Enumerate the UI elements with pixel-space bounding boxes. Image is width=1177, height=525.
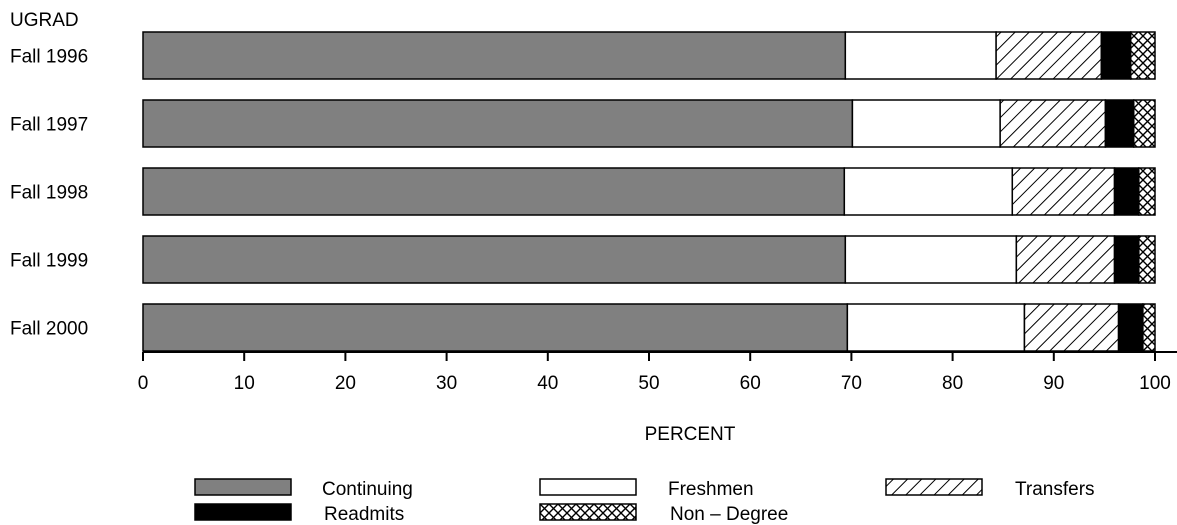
- bar-segment-readmits-fall-1996: [1100, 31, 1132, 80]
- bar-segment-continuing-fall-2000: [142, 303, 849, 352]
- x-tick-label: 0: [138, 373, 149, 394]
- bar-segment-transfers-fall-1999: [1015, 235, 1116, 284]
- category-label: Fall 1996: [10, 47, 88, 68]
- category-label: Fall 2000: [10, 319, 88, 340]
- bar-segment-continuing-fall-1997: [142, 99, 854, 148]
- category-label: Fall 1998: [10, 183, 88, 204]
- bar-segment-transfers-fall-1996: [995, 31, 1103, 80]
- x-tick-label: 40: [537, 373, 558, 394]
- bar-segment-non-degree-fall-2000: [1142, 303, 1156, 352]
- category-labels: Fall 1996 Fall 1997 Fall 1998 Fall 1999 Fall…: [10, 47, 88, 340]
- legend-swatch-non-degree: [539, 503, 637, 521]
- bar-segment-freshmen-fall-1999: [844, 235, 1018, 284]
- bar-segment-continuing-fall-1996: [142, 31, 847, 80]
- bar-segment-continuing-fall-1998: [142, 167, 846, 216]
- bar-segment-continuing-fall-1999: [142, 235, 847, 284]
- legend-swatch-freshmen: [539, 478, 637, 496]
- category-label: Fall 1999: [10, 251, 88, 272]
- x-tick-label: 60: [740, 373, 761, 394]
- bar-segment-readmits-fall-1997: [1104, 99, 1135, 148]
- x-tick-label: 10: [234, 373, 255, 394]
- x-tick-label: 30: [436, 373, 457, 394]
- x-axis-title: PERCENT: [645, 424, 736, 445]
- legend-label-continuing: Continuing: [322, 479, 413, 500]
- bar-segment-transfers-fall-2000: [1023, 303, 1120, 352]
- bar-segment-transfers-fall-1998: [1011, 167, 1116, 216]
- x-tick-label: 100: [1139, 373, 1171, 394]
- bar-segment-freshmen-fall-1996: [844, 31, 997, 80]
- corner-label: UGRAD: [10, 10, 79, 31]
- x-tick-label: 70: [841, 373, 862, 394]
- legend-swatch-transfers: [885, 478, 983, 496]
- legend-label-transfers: Transfers: [1015, 479, 1095, 500]
- bar-segment-non-degree-fall-1996: [1129, 31, 1156, 80]
- legend: Continuing Freshmen Transfers Readmits Non –…: [194, 478, 1095, 525]
- bar-segment-transfers-fall-1997: [999, 99, 1107, 148]
- bars-layer: [142, 31, 1156, 352]
- category-label: Fall 1997: [10, 115, 88, 136]
- legend-swatch-readmits: [194, 503, 292, 521]
- bar-segment-readmits-fall-1999: [1113, 235, 1140, 284]
- x-tick-label: 20: [335, 373, 356, 394]
- legend-label-non-degree: Non – Degree: [670, 504, 788, 525]
- legend-swatch-continuing: [194, 478, 292, 496]
- x-tick-label: 90: [1043, 373, 1064, 394]
- bar-segment-freshmen-fall-1997: [851, 99, 1001, 148]
- x-tick-label: 80: [942, 373, 963, 394]
- bar-segment-readmits-fall-2000: [1117, 303, 1144, 352]
- bar-segment-non-degree-fall-1998: [1138, 167, 1156, 216]
- legend-label-readmits: Readmits: [324, 504, 404, 525]
- bar-segment-non-degree-fall-1999: [1138, 235, 1156, 284]
- bar-segment-readmits-fall-1998: [1113, 167, 1140, 216]
- legend-label-freshmen: Freshmen: [668, 479, 754, 500]
- x-axis-ticks: 0 10 20 30 40 50 60 70 80 90 100: [138, 352, 1171, 394]
- x-tick-label: 50: [638, 373, 659, 394]
- bar-segment-non-degree-fall-1997: [1132, 99, 1156, 148]
- bar-segment-freshmen-fall-2000: [846, 303, 1026, 352]
- bar-segment-freshmen-fall-1998: [843, 167, 1014, 216]
